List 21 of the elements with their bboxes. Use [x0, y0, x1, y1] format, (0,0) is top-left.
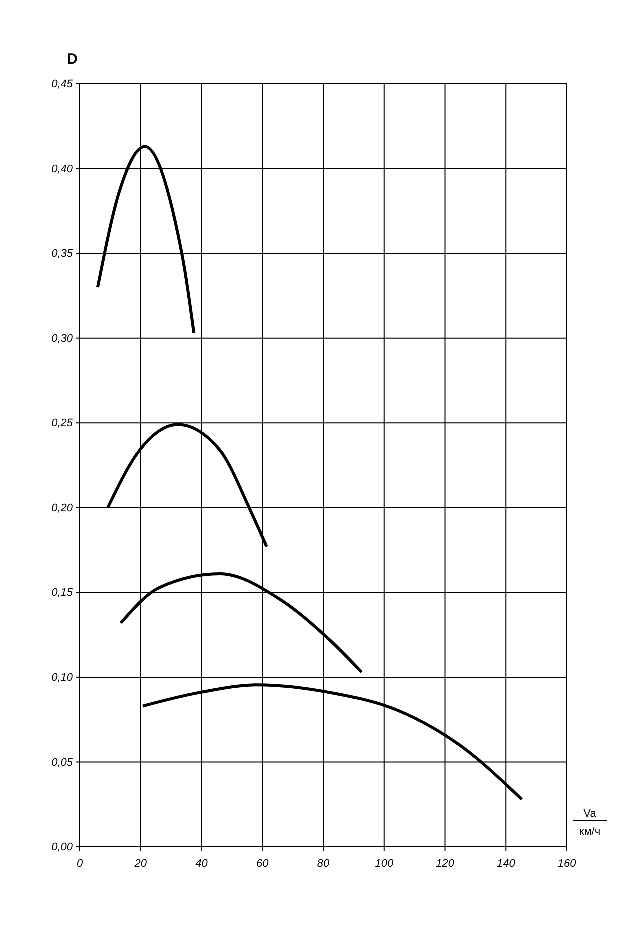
y-tick-label: 0,05	[52, 756, 74, 769]
x-tick-label: 80	[317, 858, 330, 870]
x-tick-label: 60	[256, 858, 270, 870]
y-tick-label: 0,15	[52, 587, 74, 600]
y-tick-label: 0,25	[52, 418, 74, 430]
y-tick-label: 0,35	[52, 248, 74, 260]
y-tick-label: 0,30	[52, 332, 74, 345]
x-axis-title: Va км/ч	[579, 808, 601, 838]
y-tick-label: 0,20	[52, 502, 74, 514]
x-tick-label: 100	[375, 858, 394, 870]
x-tick-label: 40	[196, 858, 209, 870]
x-tick-label: 160	[558, 858, 578, 870]
y-tick-label: 0,40	[52, 163, 74, 176]
y-tick-label: 0,10	[52, 672, 74, 684]
y-axis-title: D	[67, 51, 78, 68]
x-tick-label: 0	[76, 858, 84, 870]
x-tick-label: 140	[496, 858, 516, 870]
x-tick-label: 120	[436, 858, 456, 870]
y-tick-label: 0,45	[52, 78, 74, 91]
y-tick-label: 0,00	[52, 842, 74, 854]
x-tick-label: 20	[134, 858, 148, 870]
